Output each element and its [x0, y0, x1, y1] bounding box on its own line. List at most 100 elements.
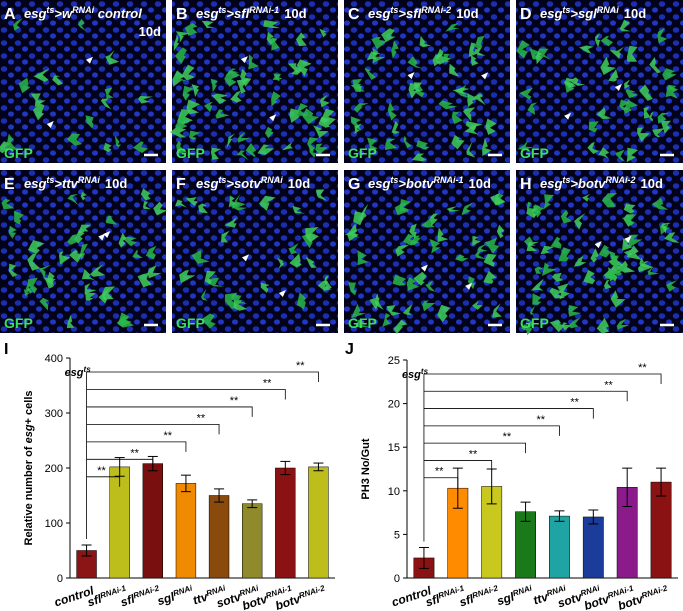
- title-part: ts: [218, 175, 226, 185]
- gfp-cell: [210, 78, 218, 93]
- gfp-cell: [25, 282, 33, 294]
- panel-duration: 10d: [288, 176, 310, 191]
- category-sup: RNAi: [511, 583, 533, 598]
- bracket: [423, 477, 459, 488]
- gfp-cell: [549, 287, 566, 299]
- gfp-cell: [355, 319, 369, 328]
- label-part: Relative number of: [23, 443, 35, 545]
- y-tick-label: 0: [394, 573, 400, 585]
- error-bar: [452, 467, 463, 509]
- significance: **: [537, 414, 546, 426]
- panel-letter: C: [348, 6, 360, 23]
- gfp-cell: [14, 210, 25, 225]
- gfp-cell: [668, 84, 677, 92]
- gfp-cell: [603, 279, 612, 290]
- gfp-cell: [472, 235, 481, 246]
- title-part: RNAi: [597, 5, 619, 15]
- title-part: esg: [368, 176, 390, 191]
- title-part: esg: [24, 6, 46, 21]
- gfp-cell: [184, 23, 198, 36]
- gfp-cell: [562, 322, 572, 331]
- category: botv: [240, 591, 270, 611]
- panel-title: esgts>sflRNAi-2: [368, 5, 451, 21]
- gfp-cell: [137, 272, 152, 288]
- gfp-cell: [80, 243, 88, 260]
- gfp-cell: [237, 131, 250, 143]
- gfp-cell: [66, 133, 83, 146]
- gfp-cell: [413, 271, 427, 286]
- gfp-cell: [482, 138, 492, 157]
- gfp-cell: [78, 224, 92, 234]
- gfp-cell: [384, 138, 398, 151]
- panel-letter: D: [520, 6, 532, 23]
- gfp-cell: [105, 50, 120, 65]
- gfp-cell: [411, 153, 427, 162]
- gfp-cell: [402, 304, 413, 315]
- gfp-cell: [5, 133, 18, 150]
- gfp-cell: [207, 277, 225, 287]
- title-part: >botv: [570, 176, 606, 191]
- gfp-cell: [534, 266, 543, 274]
- gfp-cell: [516, 40, 530, 59]
- gfp-cell: [372, 48, 386, 64]
- title-part: esg: [24, 176, 46, 191]
- gfp-cell: [225, 68, 240, 76]
- gfp-cell: [626, 147, 639, 163]
- gfp-cell: [549, 319, 565, 333]
- gfp-cell: [145, 245, 157, 260]
- gfp-cell: [416, 140, 430, 150]
- gfp-cell: [652, 197, 669, 210]
- gfp-cell: [305, 256, 317, 268]
- bar: [275, 467, 296, 579]
- gfp-cell: [132, 249, 143, 258]
- gfp-cell: [204, 270, 216, 285]
- micrograph: [344, 0, 510, 163]
- gfp-cell: [39, 297, 49, 311]
- gfp-cell: [567, 317, 581, 329]
- panel-letter: G: [348, 176, 360, 193]
- gfp-cell: [67, 234, 80, 245]
- gfp-cell: [81, 269, 95, 281]
- gfp-cell: [527, 102, 538, 115]
- gfp-cell: [552, 272, 564, 282]
- gfp-cell: [27, 253, 40, 271]
- gfp-cell: [13, 18, 23, 31]
- gfp-cell: [80, 191, 87, 201]
- bar: [582, 516, 604, 579]
- gfp-cell: [313, 125, 329, 139]
- gfp-cell: [182, 85, 194, 101]
- title-part: ts: [218, 5, 226, 15]
- gfp-cell: [496, 224, 505, 239]
- y-tick-label: 15: [388, 442, 400, 454]
- y-tick-label: 0: [57, 573, 63, 585]
- gfp-cell: [601, 193, 618, 208]
- gfp-cell: [386, 305, 401, 316]
- gfp-cell: [422, 300, 436, 312]
- gfp-cell: [649, 56, 662, 74]
- category: sgl: [155, 589, 176, 608]
- gfp-cell: [296, 103, 308, 116]
- gfp-cell: [211, 93, 228, 105]
- gfp-cell: [532, 293, 542, 305]
- gfp-cell: [357, 250, 369, 266]
- gfp-cell: [391, 120, 400, 134]
- category: botv: [582, 591, 612, 611]
- micrograph: [516, 0, 683, 163]
- panel-title: esgts>sotvRNAi: [196, 175, 283, 191]
- gfp-cell: [315, 143, 328, 155]
- stain-label: GFP: [348, 315, 377, 331]
- gfp-cell: [105, 215, 117, 225]
- error-bar: [280, 460, 291, 476]
- gfp-cell: [391, 40, 399, 59]
- y-tick-label: 20: [388, 399, 400, 411]
- category: sfl: [424, 592, 442, 610]
- gfp-cell: [661, 120, 671, 134]
- category: sfl: [86, 592, 104, 610]
- gfp-cell: [465, 121, 483, 132]
- gfp-cell: [189, 130, 200, 141]
- gfp-cell: [118, 232, 127, 248]
